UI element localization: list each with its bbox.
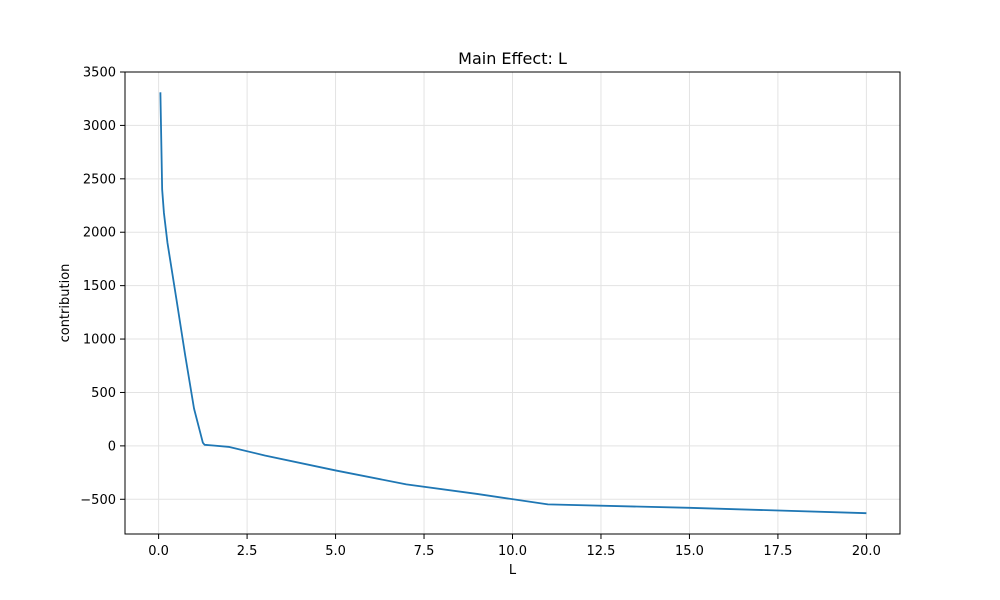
x-tick-label: 20.0: [852, 544, 881, 559]
y-tick-label: 1500: [83, 279, 116, 294]
x-tick-label: 2.5: [237, 544, 258, 559]
x-axis-label: L: [509, 563, 517, 578]
y-tick-label: −500: [80, 493, 116, 508]
x-tick-label: 17.5: [763, 544, 792, 559]
x-tick-label: 5.0: [325, 544, 346, 559]
x-tick-label: 12.5: [586, 544, 615, 559]
x-tick-label: 15.0: [675, 544, 704, 559]
x-axis-ticks: 0.0 2.5 5.0 7.5 10.0 12.5 15.0 17.5 20.0: [148, 534, 881, 559]
chart-title: Main Effect: L: [458, 49, 567, 68]
series-layer: [159, 92, 867, 515]
y-tick-label: 2500: [83, 172, 116, 187]
y-tick-label: 3000: [83, 119, 116, 134]
series-line: [159, 92, 867, 515]
y-tick-label: 0: [108, 439, 116, 454]
y-tick-label: 1000: [83, 333, 116, 348]
y-axis-label: contribution: [58, 264, 73, 343]
x-tick-label: 10.0: [498, 544, 527, 559]
x-tick-label: 0.0: [148, 544, 169, 559]
y-tick-label: 500: [91, 386, 116, 401]
y-axis-ticks: −500 0 500 1000 1500 2000 2500 3000 3500: [80, 66, 125, 508]
x-tick-label: 7.5: [414, 544, 435, 559]
y-tick-label: 2000: [83, 226, 116, 241]
y-tick-label: 3500: [83, 66, 116, 81]
